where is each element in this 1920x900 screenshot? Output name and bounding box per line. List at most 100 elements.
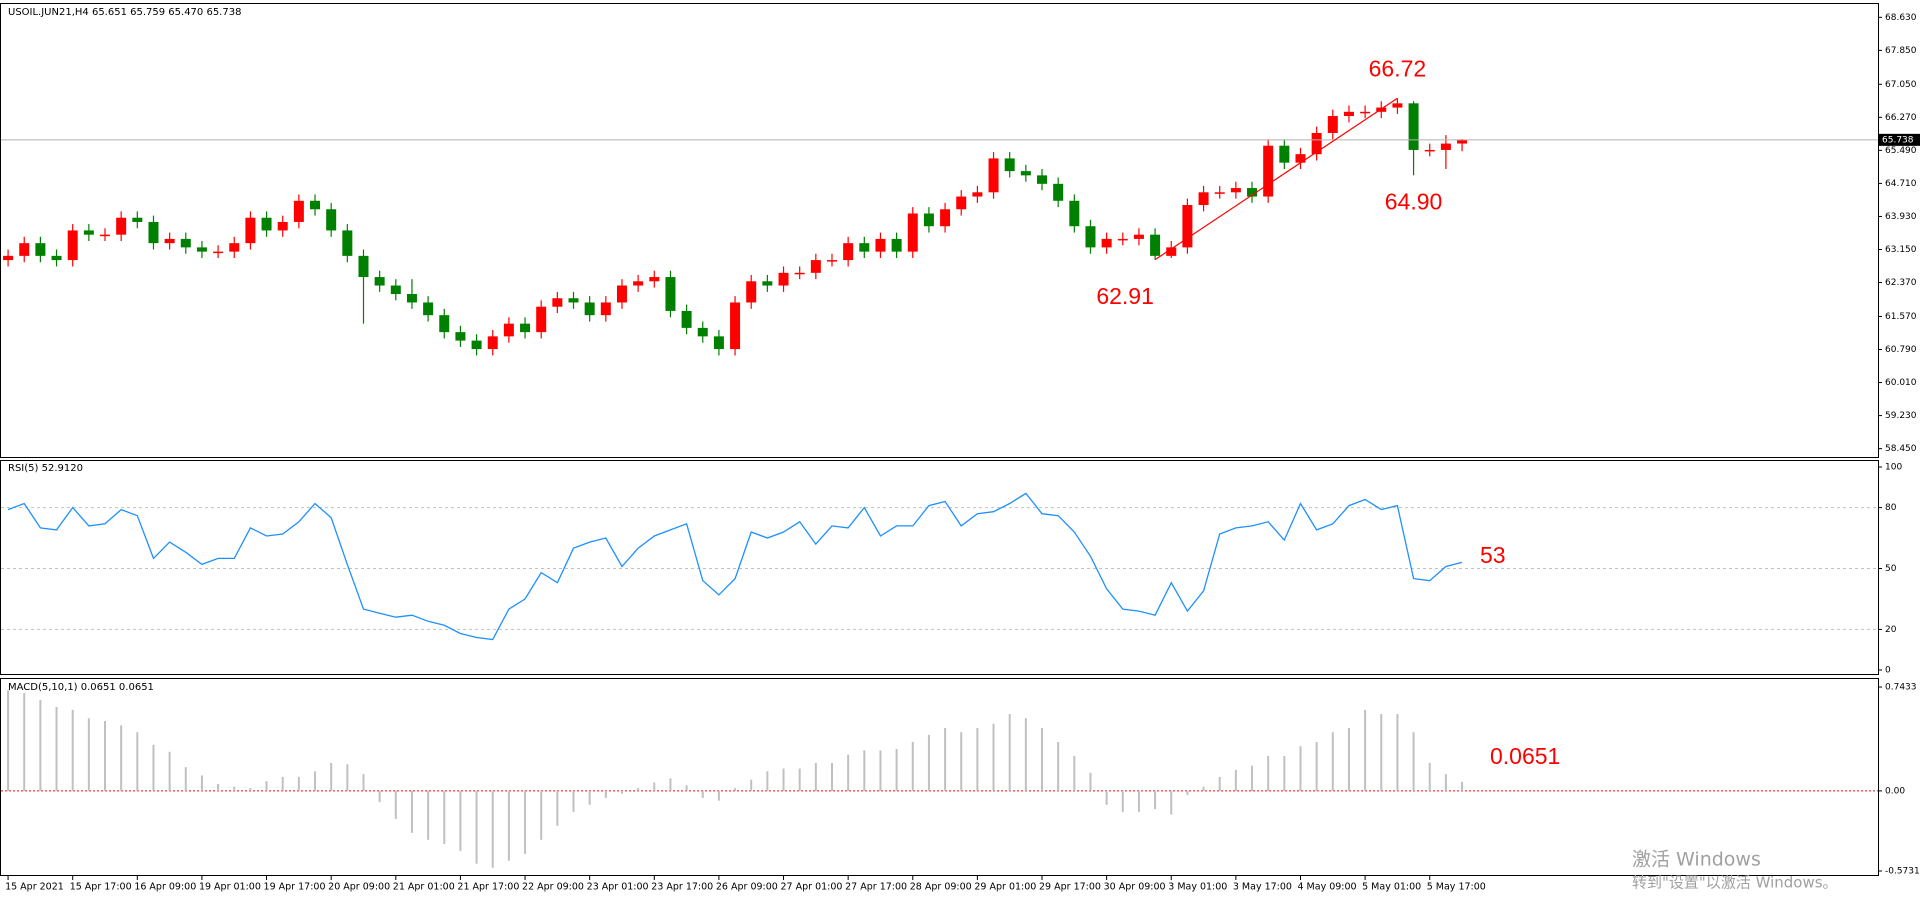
candle-body	[1247, 188, 1258, 197]
annotation: 62.91	[1096, 283, 1154, 309]
candle-body	[1343, 111, 1354, 117]
candle-body	[1214, 192, 1225, 194]
candle-body	[762, 281, 773, 286]
trend-line	[1154, 97, 1398, 261]
candle-body	[196, 247, 207, 252]
candle-body	[132, 217, 143, 222]
watermark: 激活 Windows	[1632, 849, 1761, 871]
candle-body	[956, 196, 967, 210]
y-tick-label: 61.570	[1885, 312, 1917, 322]
candle-body	[536, 306, 547, 333]
candle-body	[19, 243, 30, 256]
candle-body	[1263, 145, 1274, 197]
y-tick-label: 66.270	[1885, 113, 1917, 123]
candle-body	[1230, 188, 1241, 193]
candle-body	[1408, 103, 1419, 150]
x-tick-label: 22 Apr 09:00	[522, 882, 584, 893]
x-tick-label: 23 Apr 01:00	[587, 882, 649, 893]
x-tick-label: 3 May 17:00	[1233, 882, 1292, 893]
candle-body	[923, 213, 934, 227]
candle-body	[1117, 238, 1128, 241]
x-tick-label: 3 May 01:00	[1168, 882, 1227, 893]
candle-body	[180, 238, 191, 248]
annotation: 53	[1480, 542, 1506, 568]
candle-body	[584, 302, 595, 316]
candle-body	[1440, 143, 1451, 150]
candle-body	[875, 238, 886, 252]
annotation: 0.0651	[1490, 743, 1560, 769]
candle-body	[810, 260, 821, 273]
x-tick-label: 29 Apr 17:00	[1039, 882, 1101, 893]
candle-body	[1295, 154, 1306, 163]
candle-body	[843, 243, 854, 261]
candle-body	[940, 209, 951, 227]
chart-title: USOIL.JUN21,H4 65.651 65.759 65.470 65.7…	[8, 7, 241, 18]
x-tick-label: 16 Apr 09:00	[134, 882, 196, 893]
y-tick-label: 63.150	[1885, 245, 1917, 255]
candle-body	[342, 230, 353, 256]
x-tick-label: 21 Apr 17:00	[457, 882, 519, 893]
candle-body	[471, 340, 482, 350]
candle-body	[907, 213, 918, 252]
candle-body	[600, 302, 611, 316]
macd-panel	[0, 678, 1879, 876]
candle-body	[1150, 234, 1161, 256]
candle-body	[213, 251, 224, 254]
candle-body	[988, 158, 999, 193]
y-tick-label: 0.00	[1885, 786, 1905, 796]
candle-body	[1133, 234, 1144, 239]
candle-body	[826, 260, 837, 262]
candle-body	[503, 323, 514, 337]
candle-body	[390, 285, 401, 294]
y-tick-label: 50	[1885, 564, 1897, 574]
candle-body	[455, 332, 466, 341]
candle-body	[616, 285, 627, 303]
x-tick-label: 26 Apr 09:00	[716, 882, 778, 893]
candle-body	[778, 272, 789, 286]
rsi-title: RSI(5) 52.9120	[8, 463, 83, 474]
candle-body	[713, 336, 724, 350]
candle-body	[439, 315, 450, 333]
candle-body	[51, 255, 62, 261]
candle-body	[1279, 145, 1290, 163]
candle-body	[1311, 132, 1322, 155]
candle-body	[245, 217, 256, 244]
candle-body	[552, 298, 563, 307]
y-tick-label: 67.050	[1885, 80, 1917, 90]
x-tick-label: 30 Apr 09:00	[1104, 882, 1166, 893]
candle-body	[229, 243, 240, 252]
candle-body	[1101, 238, 1112, 248]
x-tick-label: 19 Apr 17:00	[264, 882, 326, 893]
macd-title: MACD(5,10,1) 0.0651 0.0651	[8, 682, 154, 693]
candle-body	[1004, 158, 1015, 172]
candle-body	[665, 277, 676, 311]
rsi-panel	[0, 460, 1879, 675]
x-tick-label: 28 Apr 09:00	[910, 882, 972, 893]
candle-body	[794, 272, 805, 275]
candle-body	[116, 217, 127, 235]
x-tick-label: 29 Apr 01:00	[974, 882, 1036, 893]
x-tick-label: 21 Apr 01:00	[393, 882, 455, 893]
y-tick-label: 60.010	[1885, 378, 1917, 388]
candle-body	[67, 230, 78, 261]
candle-body	[374, 277, 385, 286]
candle-body	[697, 327, 708, 337]
y-tick-label: 68.630	[1885, 13, 1917, 23]
annotation: 66.72	[1369, 55, 1427, 81]
rsi-line	[7, 492, 1463, 641]
candle-body	[746, 281, 757, 303]
candle-body	[972, 192, 983, 197]
y-tick-label: 20	[1885, 625, 1897, 635]
candle-body	[310, 200, 321, 210]
candle-body	[681, 310, 692, 328]
x-tick-label: 4 May 09:00	[1297, 882, 1356, 893]
candle-body	[100, 234, 111, 237]
candle-body	[1392, 103, 1403, 108]
candle-body	[1053, 183, 1064, 201]
y-tick-label: 0	[1885, 666, 1891, 676]
candle-body	[277, 221, 288, 231]
candle-body	[891, 238, 902, 252]
x-tick-label: 19 Apr 01:00	[199, 882, 261, 893]
y-tick-label: 64.710	[1885, 179, 1917, 189]
